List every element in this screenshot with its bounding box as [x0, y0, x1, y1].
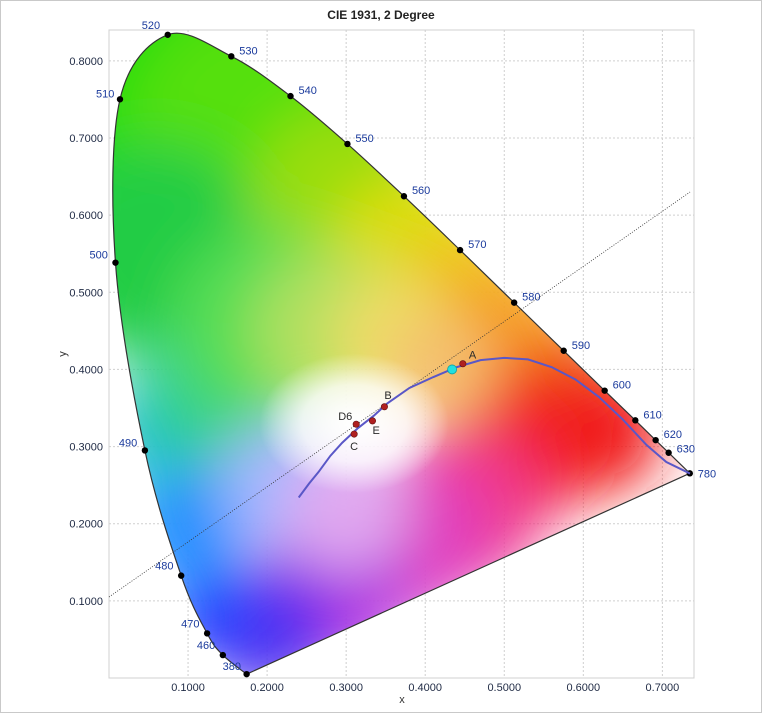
illuminant-marker	[350, 430, 358, 438]
illuminant-label: D6	[338, 411, 352, 423]
y-tick-label: 0.3000	[69, 442, 103, 454]
wavelength-label: 460	[197, 640, 215, 652]
x-tick-label: 0.2000	[250, 682, 284, 694]
chromaticity-gamut	[112, 33, 663, 675]
wavelength-marker	[287, 92, 294, 100]
y-tick-label: 0.1000	[69, 596, 103, 608]
wavelength-label: 480	[155, 561, 173, 573]
wavelength-marker	[510, 299, 518, 306]
illuminant-label: A	[469, 350, 477, 362]
spectral-locus: 380 460 470 480 490 500 510 520 530 540 550 560 570 5…	[89, 20, 716, 678]
illuminant-label: E	[372, 425, 379, 437]
wavelength-label: 590	[572, 340, 590, 352]
wavelength-marker	[652, 436, 659, 444]
x-tick-label: 0.7000	[646, 682, 680, 694]
x-axis-label: x	[399, 694, 405, 706]
wavelength-label: 530	[239, 45, 257, 57]
reference-points: A B D6 E C	[338, 350, 477, 453]
illuminant-marker	[459, 360, 467, 368]
wavelength-label: 570	[468, 239, 486, 251]
wavelength-marker	[112, 259, 119, 266]
wavelength-label: 620	[664, 429, 682, 441]
wavelength-label: 510	[96, 88, 114, 100]
highlight-point	[447, 364, 457, 375]
y-tick-label: 0.4000	[69, 364, 103, 376]
x-axis-ticks: 0.1000 0.2000 0.3000 0.4000 0.5000 0.6000 0.70…	[171, 682, 679, 694]
wavelength-marker	[632, 417, 639, 424]
wavelength-marker	[243, 670, 250, 678]
wavelength-label: 600	[613, 380, 631, 392]
x-tick-label: 0.6000	[566, 682, 600, 694]
planckian-locus	[297, 356, 691, 499]
illuminant-label: B	[384, 390, 391, 402]
wavelength-label: 550	[355, 133, 373, 145]
wavelength-marker	[141, 447, 149, 454]
wavelength-marker	[601, 387, 608, 394]
y-tick-label: 0.7000	[69, 133, 103, 145]
wavelength-marker	[164, 31, 171, 38]
wavelength-marker	[116, 96, 124, 103]
wavelength-label: 470	[181, 618, 199, 630]
wavelength-marker	[228, 53, 235, 60]
wavelength-label: 630	[677, 444, 695, 456]
overlay-lines	[108, 191, 691, 598]
y-tick-label: 0.2000	[69, 519, 103, 531]
wavelength-marker	[400, 193, 408, 200]
wavelength-label: 610	[643, 409, 661, 421]
wavelength-marker	[456, 246, 464, 254]
wavelength-label: 490	[119, 437, 137, 449]
reference-line	[108, 191, 691, 598]
wavelength-label: 380	[223, 661, 241, 673]
y-tick-label: 0.5000	[69, 287, 103, 299]
x-tick-label: 0.5000	[487, 682, 521, 694]
wavelength-label: 500	[89, 250, 107, 262]
x-tick-label: 0.3000	[329, 682, 363, 694]
illuminant-marker	[352, 420, 360, 428]
wavelength-label: 540	[299, 85, 317, 97]
locus-outline	[112, 32, 691, 675]
chart-title: CIE 1931, 2 Degree	[327, 8, 435, 22]
y-axis-label: y	[57, 351, 69, 357]
wavelength-label: 580	[522, 292, 540, 304]
illuminant-label: C	[350, 441, 358, 453]
wavelength-label: 520	[142, 20, 160, 32]
x-tick-label: 0.1000	[171, 682, 205, 694]
wavelength-marker	[177, 572, 185, 579]
wavelength-marker	[219, 651, 227, 659]
y-axis-ticks: 0.1000 0.2000 0.3000 0.4000 0.5000 0.6000 0.70…	[69, 56, 103, 608]
illuminant-marker	[368, 417, 376, 425]
wavelength-label: 560	[412, 185, 430, 197]
y-tick-label: 0.6000	[69, 210, 103, 222]
wavelength-marker	[665, 449, 672, 456]
wavelength-label: 780	[698, 468, 716, 480]
wavelength-marker	[560, 347, 567, 354]
y-tick-label: 0.8000	[69, 56, 103, 68]
wavelength-marker	[344, 140, 351, 148]
illuminant-marker	[380, 403, 388, 411]
x-tick-label: 0.4000	[408, 682, 442, 694]
wavelength-marker	[203, 630, 211, 637]
